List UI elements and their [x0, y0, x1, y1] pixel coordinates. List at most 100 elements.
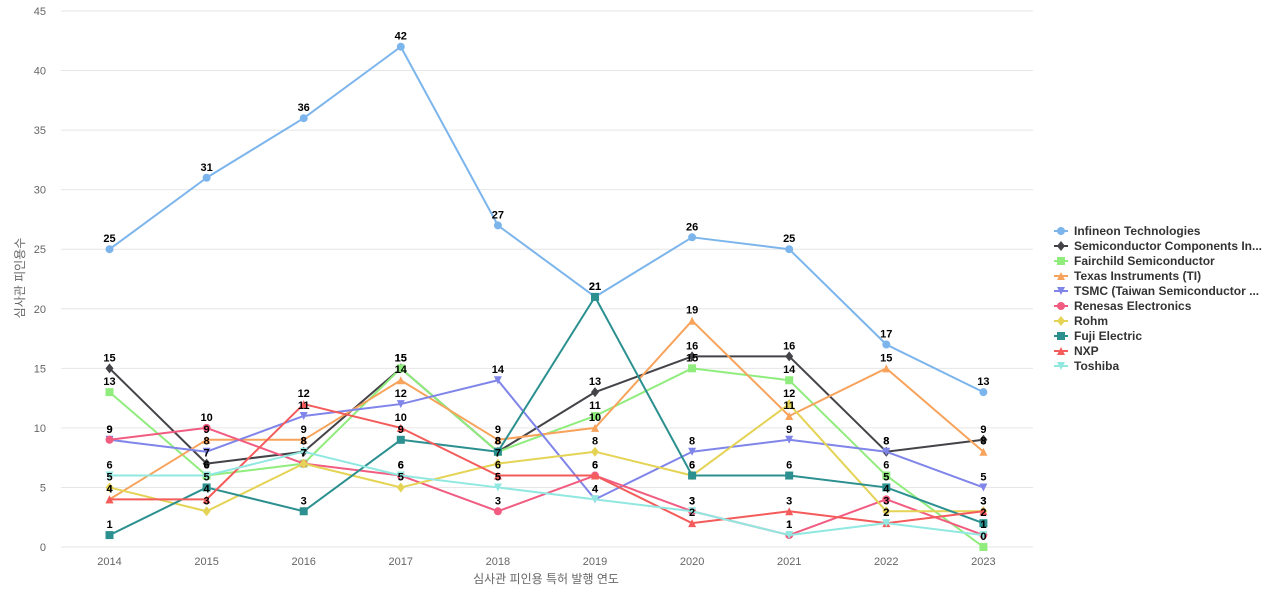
- data-point-marker[interactable]: [202, 447, 211, 456]
- legend-marker[interactable]: [1057, 302, 1065, 310]
- data-point-marker[interactable]: [785, 376, 794, 385]
- data-point-marker[interactable]: [396, 42, 405, 51]
- data-point-marker[interactable]: [299, 507, 308, 516]
- legend-item[interactable]: Rohm: [1054, 314, 1108, 328]
- data-point-marker[interactable]: [688, 519, 697, 528]
- data-point-marker[interactable]: [591, 387, 599, 398]
- data-point-marker[interactable]: [688, 233, 697, 242]
- data-point-marker[interactable]: [299, 458, 308, 469]
- data-point-marker[interactable]: [979, 483, 988, 492]
- data-point-marker[interactable]: [591, 495, 599, 504]
- legend-marker[interactable]: [1057, 257, 1065, 265]
- data-point-marker[interactable]: [105, 363, 114, 374]
- data-point-marker[interactable]: [591, 446, 599, 457]
- data-point-marker[interactable]: [785, 399, 794, 410]
- series-line[interactable]: [109, 403, 984, 513]
- data-point-marker[interactable]: [396, 435, 405, 444]
- data-point-marker[interactable]: [785, 507, 794, 516]
- series-line[interactable]: [108, 355, 984, 465]
- data-point-marker[interactable]: [882, 506, 891, 517]
- data-point-marker[interactable]: [105, 495, 114, 504]
- data-point-marker[interactable]: [299, 114, 308, 123]
- data-point-marker[interactable]: [785, 245, 794, 254]
- data-point-marker[interactable]: [785, 435, 794, 444]
- data-point-marker[interactable]: [299, 435, 308, 444]
- data-point-marker[interactable]: [202, 458, 211, 469]
- legend-item[interactable]: Infineon Technologies: [1054, 224, 1201, 238]
- data-point-marker[interactable]: [105, 245, 114, 254]
- data-point-marker[interactable]: [493, 483, 502, 492]
- data-point-marker[interactable]: [493, 458, 502, 469]
- data-point-marker[interactable]: [396, 376, 405, 385]
- data-point-marker[interactable]: [591, 292, 599, 301]
- legend-item[interactable]: NXP: [1054, 344, 1099, 358]
- data-point-marker[interactable]: [979, 519, 988, 528]
- series-line[interactable]: [109, 295, 984, 536]
- data-point-marker[interactable]: [202, 173, 211, 182]
- legend-marker[interactable]: [1057, 316, 1065, 326]
- data-point-marker[interactable]: [882, 364, 891, 373]
- data-point-marker[interactable]: [979, 447, 988, 456]
- data-point-marker[interactable]: [688, 364, 697, 373]
- data-point-marker[interactable]: [202, 495, 211, 504]
- data-point-marker[interactable]: [202, 435, 211, 444]
- data-point-marker[interactable]: [299, 400, 308, 409]
- data-point-marker[interactable]: [202, 423, 211, 432]
- data-point-marker[interactable]: [105, 531, 114, 540]
- data-point-marker[interactable]: [105, 471, 114, 480]
- data-point-marker[interactable]: [882, 519, 891, 528]
- data-point-marker[interactable]: [688, 471, 697, 480]
- data-point-marker[interactable]: [785, 411, 794, 420]
- legend-marker[interactable]: [1057, 227, 1065, 235]
- series-line[interactable]: [108, 45, 984, 394]
- data-point-marker[interactable]: [105, 388, 114, 397]
- legend-marker[interactable]: [1057, 272, 1065, 280]
- data-point-marker[interactable]: [882, 447, 891, 456]
- data-point-marker[interactable]: [202, 506, 211, 517]
- data-point-marker[interactable]: [979, 507, 988, 516]
- series-line[interactable]: [108, 319, 985, 501]
- data-point-marker[interactable]: [396, 400, 405, 409]
- legend-item[interactable]: Texas Instruments (TI): [1054, 269, 1201, 283]
- data-point-marker[interactable]: [979, 388, 988, 397]
- data-point-marker[interactable]: [493, 507, 502, 516]
- data-point-marker[interactable]: [396, 471, 405, 480]
- data-point-marker[interactable]: [785, 351, 794, 362]
- data-point-marker[interactable]: [979, 543, 988, 551]
- data-point-marker[interactable]: [493, 435, 502, 444]
- data-point-marker[interactable]: [105, 435, 114, 444]
- series-line[interactable]: [109, 403, 984, 525]
- data-point-marker[interactable]: [688, 447, 697, 456]
- data-point-marker[interactable]: [493, 447, 502, 456]
- data-point-marker[interactable]: [979, 434, 988, 445]
- data-point-marker[interactable]: [785, 471, 794, 480]
- data-point-marker[interactable]: [396, 364, 405, 373]
- series-line[interactable]: [109, 450, 984, 537]
- legend-item[interactable]: Toshiba: [1054, 359, 1119, 373]
- legend-item[interactable]: Renesas Electronics: [1054, 299, 1192, 313]
- data-point-marker[interactable]: [299, 411, 308, 420]
- legend-item[interactable]: TSMC (Taiwan Semiconductor ...: [1054, 284, 1259, 298]
- legend-item[interactable]: Fairchild Semiconductor: [1054, 254, 1215, 268]
- data-point-marker[interactable]: [493, 221, 502, 230]
- data-point-marker[interactable]: [591, 423, 599, 432]
- data-point-marker[interactable]: [882, 471, 891, 480]
- legend-marker[interactable]: [1057, 287, 1065, 295]
- data-point-marker[interactable]: [688, 351, 697, 362]
- data-point-marker[interactable]: [979, 531, 988, 540]
- data-point-marker[interactable]: [493, 471, 502, 480]
- data-point-marker[interactable]: [882, 495, 891, 504]
- legend-marker[interactable]: [1057, 362, 1065, 370]
- data-point-marker[interactable]: [202, 483, 211, 492]
- legend-marker[interactable]: [1057, 347, 1065, 355]
- data-point-marker[interactable]: [591, 471, 599, 480]
- data-point-marker[interactable]: [688, 316, 697, 325]
- legend-marker[interactable]: [1057, 332, 1065, 340]
- data-point-marker[interactable]: [688, 507, 697, 516]
- series-line[interactable]: [109, 379, 984, 501]
- legend-marker[interactable]: [1057, 241, 1065, 251]
- data-point-marker[interactable]: [591, 411, 599, 420]
- data-point-marker[interactable]: [396, 423, 405, 432]
- data-point-marker[interactable]: [882, 483, 891, 492]
- data-point-marker[interactable]: [785, 531, 794, 540]
